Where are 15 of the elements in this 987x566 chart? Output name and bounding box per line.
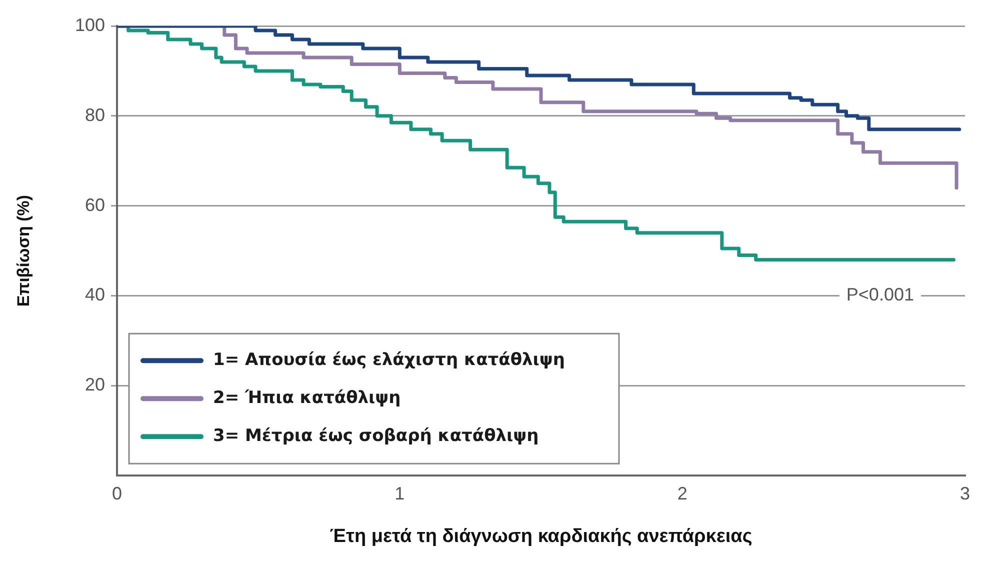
- x-tick-label: 0: [112, 483, 122, 504]
- y-tick-label: 60: [84, 194, 105, 215]
- y-tick-label: 80: [84, 104, 105, 125]
- x-tick-label: 3: [960, 483, 970, 504]
- y-tick-label: 100: [74, 14, 105, 35]
- x-tick-label: 1: [394, 483, 405, 504]
- legend-label: 1= Απουσία έως ελάχιστη κατάθλιψη: [213, 350, 565, 370]
- y-axis-title: Επιβίωση (%): [14, 194, 33, 307]
- y-tick-label: 20: [84, 374, 105, 395]
- x-tick-label: 2: [677, 483, 688, 504]
- x-axis-title: Έτη μετά τη διάγνωση καρδιακής ανεπάρκειας: [330, 526, 752, 547]
- legend-label: 2= Ήπια κατάθλιψη: [213, 388, 401, 408]
- annotation: P<0.001: [846, 284, 914, 305]
- y-tick-label: 40: [84, 284, 105, 305]
- legend-label: 3= Μέτρια έως σοβαρή κατάθλιψη: [213, 426, 539, 446]
